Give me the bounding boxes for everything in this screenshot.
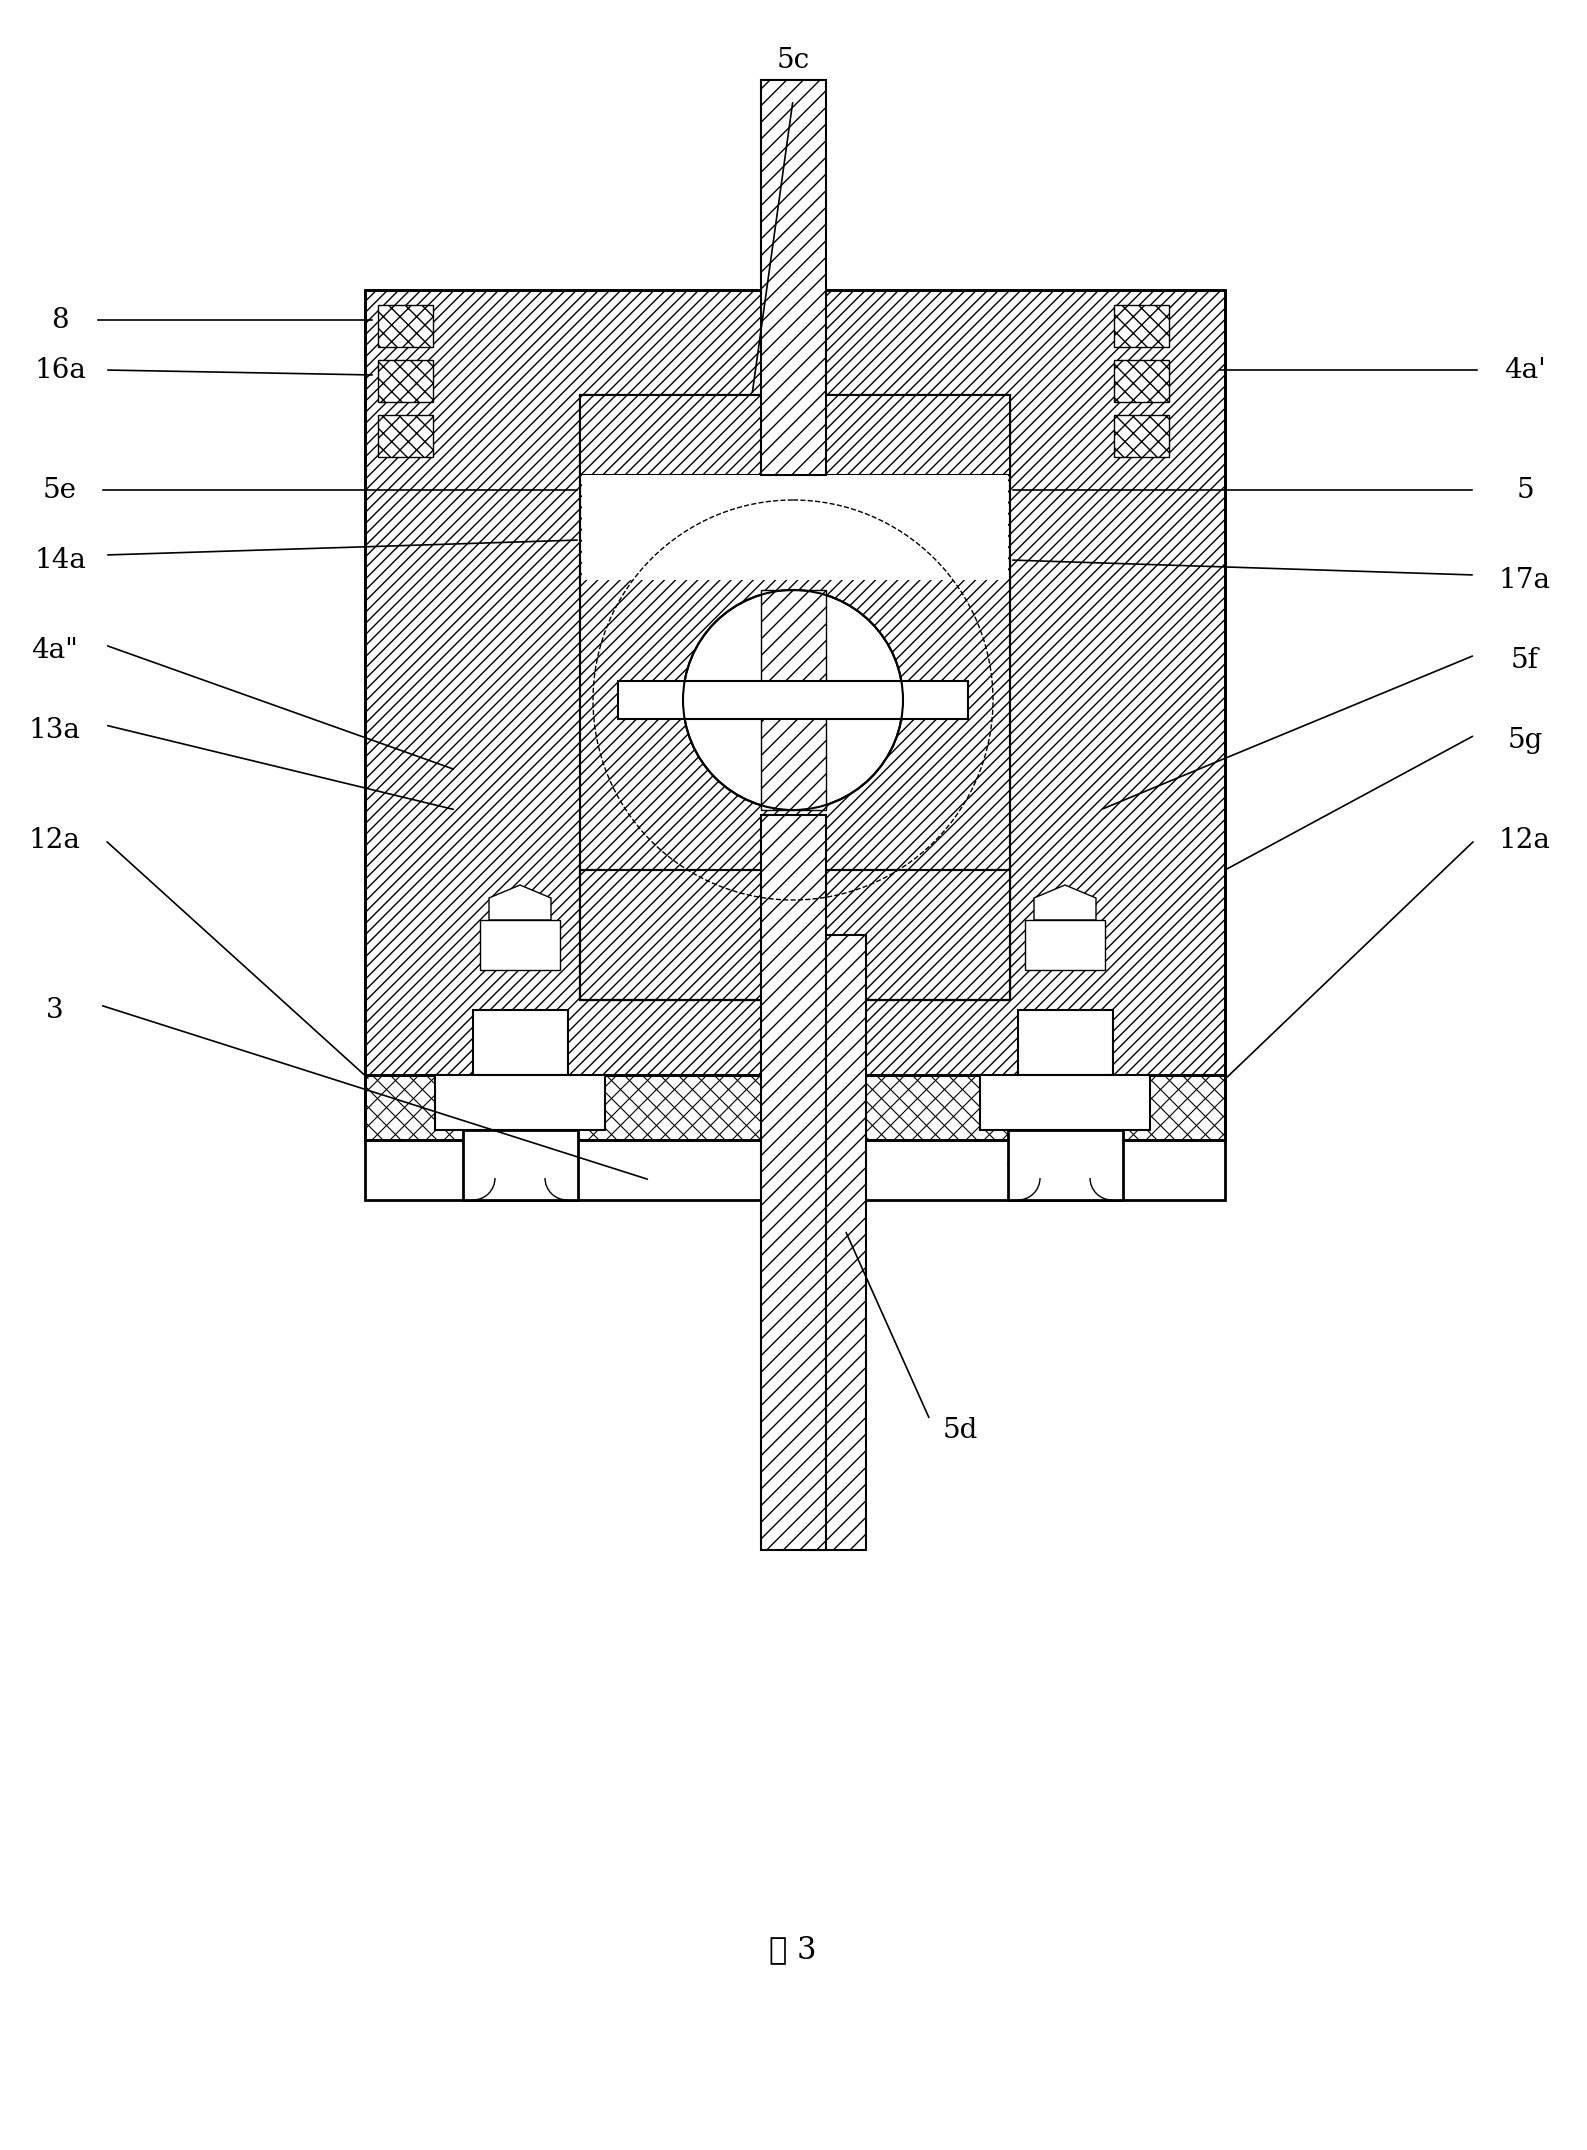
Text: 图 3: 图 3 [770,1935,817,1965]
Bar [582,475,1008,580]
Bar [365,1140,1225,1200]
Text: 8: 8 [51,307,68,333]
Bar [617,682,968,718]
Bar [435,1075,605,1131]
Bar [473,1010,568,1075]
Circle shape [682,589,903,811]
Text: 5g: 5g [1508,727,1543,752]
Text: 4a': 4a' [1504,357,1546,383]
Bar [762,80,825,475]
Text: 14a: 14a [33,546,86,574]
Bar [365,1075,1225,1140]
Bar [801,935,867,1550]
Bar [762,815,825,1550]
Bar [981,1075,1151,1131]
Text: 12a: 12a [1500,826,1550,854]
Bar [1025,920,1105,970]
Text: 17a: 17a [1500,565,1550,593]
Text: 5e: 5e [43,477,78,503]
Text: 5c: 5c [776,47,809,73]
Bar [378,305,433,346]
Text: 4a": 4a" [32,636,78,664]
Bar [1008,1131,1124,1200]
Text: 13a: 13a [29,716,81,744]
Bar [762,589,825,811]
Polygon shape [1035,886,1097,920]
Bar [367,1075,1224,1140]
Polygon shape [489,886,551,920]
Text: 3: 3 [46,995,63,1023]
Bar [1114,415,1170,458]
Bar [579,396,1009,475]
Bar [1017,1010,1112,1075]
Bar [579,396,1009,1000]
Bar [378,359,433,402]
Bar [378,415,433,458]
Bar [365,290,1225,1075]
Bar [1114,359,1170,402]
Text: 5: 5 [1516,477,1533,503]
Bar [1114,305,1170,346]
Text: 5f: 5f [1511,647,1539,673]
Bar [579,871,1009,1000]
Text: 16a: 16a [33,357,86,383]
Bar [479,920,560,970]
Bar [463,1131,578,1200]
Text: 5d: 5d [943,1417,978,1443]
Text: 12a: 12a [29,826,81,854]
